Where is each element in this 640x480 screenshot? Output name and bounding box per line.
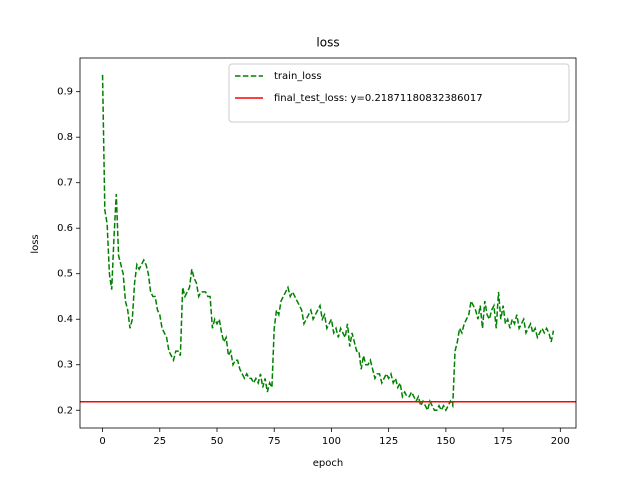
y-tick-label: 0.6 — [57, 223, 73, 234]
y-tick-label: 0.4 — [57, 314, 73, 325]
x-axis-label: epoch — [313, 458, 343, 469]
train-loss-line — [101, 74, 555, 413]
x-tick-label: 175 — [494, 436, 513, 447]
legend-label: final_test_loss: y=0.21871180832386017 — [274, 93, 483, 104]
x-tick-label: 100 — [322, 436, 341, 447]
y-tick-label: 0.7 — [57, 178, 73, 189]
chart-title: loss — [316, 36, 339, 50]
legend-label: train_loss — [274, 71, 322, 82]
x-tick-label: 125 — [379, 436, 398, 447]
legend-box — [228, 63, 570, 123]
y-tick-label: 0.3 — [57, 360, 73, 371]
x-tick-label: 200 — [551, 436, 570, 447]
x-tick-label: 75 — [268, 436, 281, 447]
legend: train_loss final_test_loss: y=0.218711808… — [228, 63, 570, 123]
x-tick-label: 25 — [153, 436, 166, 447]
x-tick-label: 0 — [99, 436, 105, 447]
x-tick-label: 150 — [436, 436, 455, 447]
y-axis-label: loss — [30, 234, 41, 253]
y-tick-label: 0.2 — [57, 405, 73, 416]
plot-frame — [79, 57, 577, 429]
y-tick-label: 0.5 — [57, 269, 73, 280]
y-tick-label: 0.9 — [57, 87, 73, 98]
x-tick-label: 50 — [211, 436, 224, 447]
y-tick-label: 0.8 — [57, 132, 73, 143]
